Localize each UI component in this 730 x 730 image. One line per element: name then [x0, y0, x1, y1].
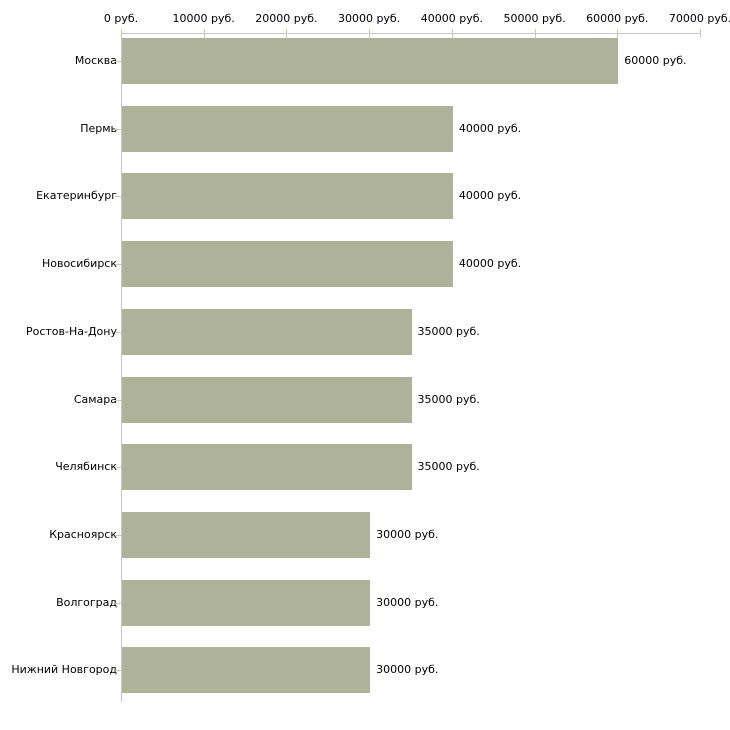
y-tick-mark [115, 332, 121, 333]
y-tick-mark [115, 603, 121, 604]
x-tick-mark [369, 29, 371, 38]
bar [122, 444, 412, 491]
y-tick-mark [115, 196, 121, 197]
x-tick-mark [203, 29, 205, 38]
category-label: Екатеринбург [36, 189, 117, 203]
x-tick-label: 0 руб. [103, 12, 139, 25]
x-tick-mark [286, 29, 288, 38]
y-tick-mark [115, 467, 121, 468]
bar [122, 376, 412, 423]
y-tick-mark [115, 61, 121, 62]
value-label: 60000 руб. [624, 54, 687, 67]
category-label: Новосибирск [41, 257, 117, 271]
bar [122, 647, 371, 694]
value-label: 40000 руб. [458, 257, 522, 271]
bar [122, 308, 412, 355]
value-label: 30000 руб. [376, 527, 439, 541]
bar [122, 105, 453, 152]
x-tick-label: 20000 руб. [255, 12, 318, 25]
bar [122, 511, 371, 558]
x-tick-mark [617, 29, 619, 38]
value-label: 30000 руб. [376, 595, 439, 609]
x-tick-label: 70000 руб. [668, 12, 730, 25]
category-label: Москва [74, 54, 117, 67]
y-tick-mark [115, 670, 121, 671]
bar [122, 38, 619, 84]
y-tick-mark [115, 535, 121, 536]
value-label: 35000 руб. [417, 460, 480, 474]
x-tick-label: 30000 руб. [337, 12, 401, 25]
x-axis-line [121, 33, 701, 34]
value-label: 40000 руб. [458, 189, 522, 203]
value-label: 35000 руб. [417, 392, 480, 406]
x-tick-label: 50000 руб. [503, 12, 566, 25]
category-label: Пермь [80, 121, 117, 135]
y-tick-mark [115, 264, 121, 265]
category-label: Волгоград [56, 595, 117, 609]
y-tick-mark [115, 129, 121, 130]
x-tick-mark [700, 29, 701, 38]
category-label: Челябинск [55, 460, 117, 474]
category-label: Ростов-На-Дону [25, 324, 117, 338]
x-tick-label: 60000 руб. [586, 12, 649, 25]
y-axis-line [121, 33, 122, 702]
value-label: 30000 руб. [376, 663, 439, 677]
category-label: Нижний Новгород [11, 663, 117, 677]
value-label: 40000 руб. [458, 121, 522, 135]
y-tick-mark [115, 400, 121, 401]
x-tick-mark [121, 29, 122, 38]
bar [122, 579, 371, 626]
bar [122, 173, 453, 220]
value-label: 35000 руб. [417, 324, 480, 338]
bar [122, 241, 453, 288]
x-tick-label: 40000 руб. [420, 12, 484, 25]
x-tick-mark [451, 29, 453, 38]
x-tick-label: 10000 руб. [172, 12, 235, 25]
category-label: Красноярск [49, 527, 117, 541]
category-label: Самара [73, 392, 117, 406]
x-tick-mark [534, 29, 536, 38]
